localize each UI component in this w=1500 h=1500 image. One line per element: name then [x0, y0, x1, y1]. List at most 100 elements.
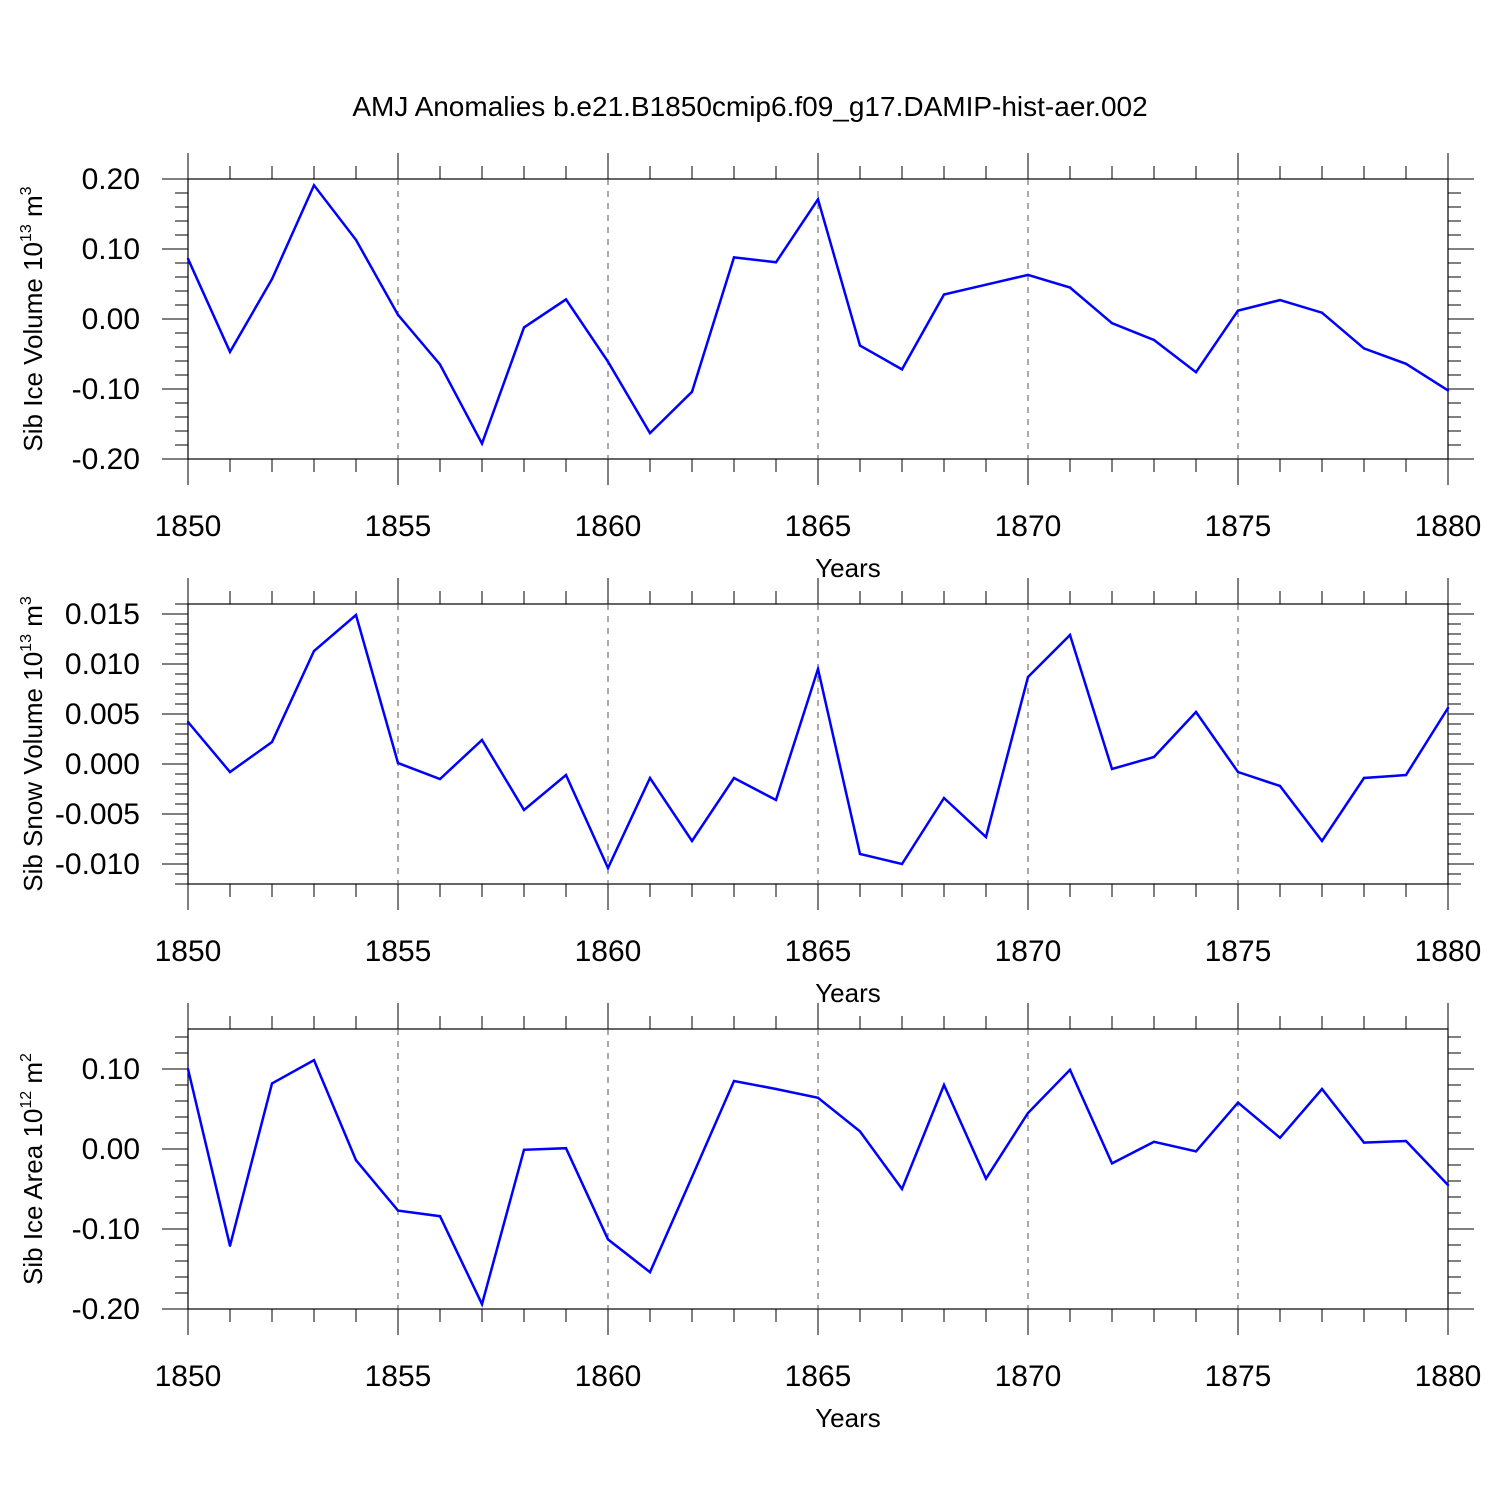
data-point-1868	[942, 1083, 946, 1087]
data-point-1865	[816, 667, 820, 671]
y-tick-label: 0.00	[82, 1133, 140, 1166]
x-axis-label: Years	[815, 553, 881, 583]
data-point-1877	[1320, 1087, 1324, 1091]
y-axis-label: Sib Ice Area 1012 m2	[18, 1053, 48, 1285]
data-point-1880	[1446, 1183, 1450, 1187]
data-point-1879	[1404, 1139, 1408, 1143]
y-tick-label: -0.20	[72, 443, 140, 476]
y-axis-label-unit-exponent: 3	[18, 186, 35, 195]
panel-ice-area: 0.10 0.00 -0.10 -0.20 1850 1855 1860 1865 1870 18…	[18, 1003, 1481, 1433]
y-tick-label: 0.10	[82, 233, 140, 266]
data-point-1858	[522, 326, 526, 329]
y-tick-label: -0.20	[72, 1293, 140, 1326]
data-point-1873	[1152, 338, 1156, 342]
data-point-1869	[984, 1177, 988, 1180]
data-point-1874	[1194, 371, 1198, 374]
data-point-1864	[774, 1087, 778, 1091]
x-axis-label: Years	[815, 1403, 881, 1433]
data-point-1859	[564, 298, 568, 301]
data-point-1872	[1110, 322, 1114, 325]
y-tick-label: -0.010	[55, 848, 140, 881]
data-point-1862	[690, 390, 694, 393]
data-point-1869	[984, 835, 988, 839]
data-point-1857	[480, 1303, 484, 1306]
data-point-1864	[774, 261, 778, 264]
data-point-1855	[396, 761, 400, 765]
data-point-1857	[480, 442, 484, 445]
y-tick-label: 0.015	[65, 598, 140, 631]
data-point-1867	[900, 368, 904, 371]
data-point-1857	[480, 738, 484, 742]
x-tick-label: 1855	[365, 935, 432, 968]
x-tick-label: 1875	[1205, 935, 1272, 968]
data-point-1866	[858, 1130, 862, 1133]
data-point-1866	[858, 344, 862, 347]
data-point-1855	[396, 313, 400, 316]
x-tick-label: 1865	[785, 1360, 852, 1393]
data-point-1858	[522, 1148, 526, 1152]
panel-snow-volume: 0.015 0.010 0.005 0.000 -0.005 -0.010 1850 1855…	[18, 578, 1481, 1008]
data-point-1856	[438, 363, 442, 366]
data-point-1854	[354, 238, 358, 242]
data-point-1878	[1362, 347, 1366, 350]
y-tick-label: 0.20	[82, 163, 140, 196]
y-tick-label: 0.010	[65, 648, 140, 681]
data-point-1860	[606, 866, 610, 870]
x-tick-label: 1855	[365, 1360, 432, 1393]
data-point-1856	[438, 777, 442, 781]
y-axis-label-unit-exponent: 2	[18, 1053, 35, 1062]
data-point-1879	[1404, 773, 1408, 777]
x-tick-label: 1860	[575, 510, 642, 543]
data-point-1855	[396, 1209, 400, 1212]
data-point-1871	[1068, 286, 1072, 289]
data-point-1876	[1278, 298, 1282, 302]
y-axis-label-exponent: 12	[18, 1091, 35, 1109]
y-axis-label-unit: m	[18, 195, 48, 224]
data-point-1861	[648, 431, 652, 435]
x-tick-label: 1860	[575, 1360, 642, 1393]
data-point-1878	[1362, 776, 1366, 780]
data-point-1861	[648, 776, 652, 780]
data-point-1865	[816, 1096, 820, 1100]
y-axis-label-unit: m	[18, 1062, 48, 1091]
x-tick-label: 1865	[785, 935, 852, 968]
data-point-1853	[312, 649, 316, 653]
data-point-1868	[942, 293, 946, 296]
y-axis-label-unit-exponent: 3	[18, 596, 35, 605]
panel-ice-volume: 0.20 0.10 0.00 -0.10 -0.20 1850 1855 1860 1865 18…	[18, 153, 1481, 583]
data-point-1863	[732, 1079, 736, 1083]
data-point-1854	[354, 1159, 358, 1162]
data-point-1874	[1194, 1150, 1198, 1153]
data-point-1853	[312, 184, 316, 187]
y-axis-label-main: Sib Ice Volume 10	[18, 242, 48, 452]
data-point-1851	[228, 1244, 232, 1248]
data-point-1874	[1194, 710, 1198, 714]
chart-title: AMJ Anomalies b.e21.B1850cmip6.f09_g17.D…	[352, 91, 1147, 122]
y-axis-label-main: Sib Ice Area 10	[18, 1109, 48, 1285]
data-point-1852	[270, 277, 274, 281]
data-point-1869	[984, 283, 988, 286]
x-axis-label: Years	[815, 978, 881, 1008]
x-tick-label: 1850	[155, 1360, 222, 1393]
data-point-1877	[1320, 311, 1324, 314]
data-point-1873	[1152, 755, 1156, 759]
data-point-1867	[900, 862, 904, 866]
data-point-1854	[354, 613, 358, 617]
data-point-1867	[900, 1187, 904, 1191]
y-axis-label-main: Sib Snow Volume 10	[18, 652, 48, 892]
data-point-1850	[186, 1067, 190, 1071]
data-point-1868	[942, 796, 946, 800]
data-point-1870	[1026, 1111, 1030, 1115]
x-tick-label: 1850	[155, 510, 222, 543]
x-tick-label: 1870	[995, 935, 1062, 968]
x-tick-label: 1855	[365, 510, 432, 543]
data-point-1860	[606, 1238, 610, 1241]
data-point-1875	[1236, 1101, 1240, 1104]
y-tick-label: 0.10	[82, 1053, 140, 1086]
y-tick-label: 0.000	[65, 748, 140, 781]
data-point-1875	[1236, 309, 1240, 312]
data-point-1862	[690, 1175, 694, 1179]
x-tick-label: 1865	[785, 510, 852, 543]
data-point-1853	[312, 1059, 316, 1062]
